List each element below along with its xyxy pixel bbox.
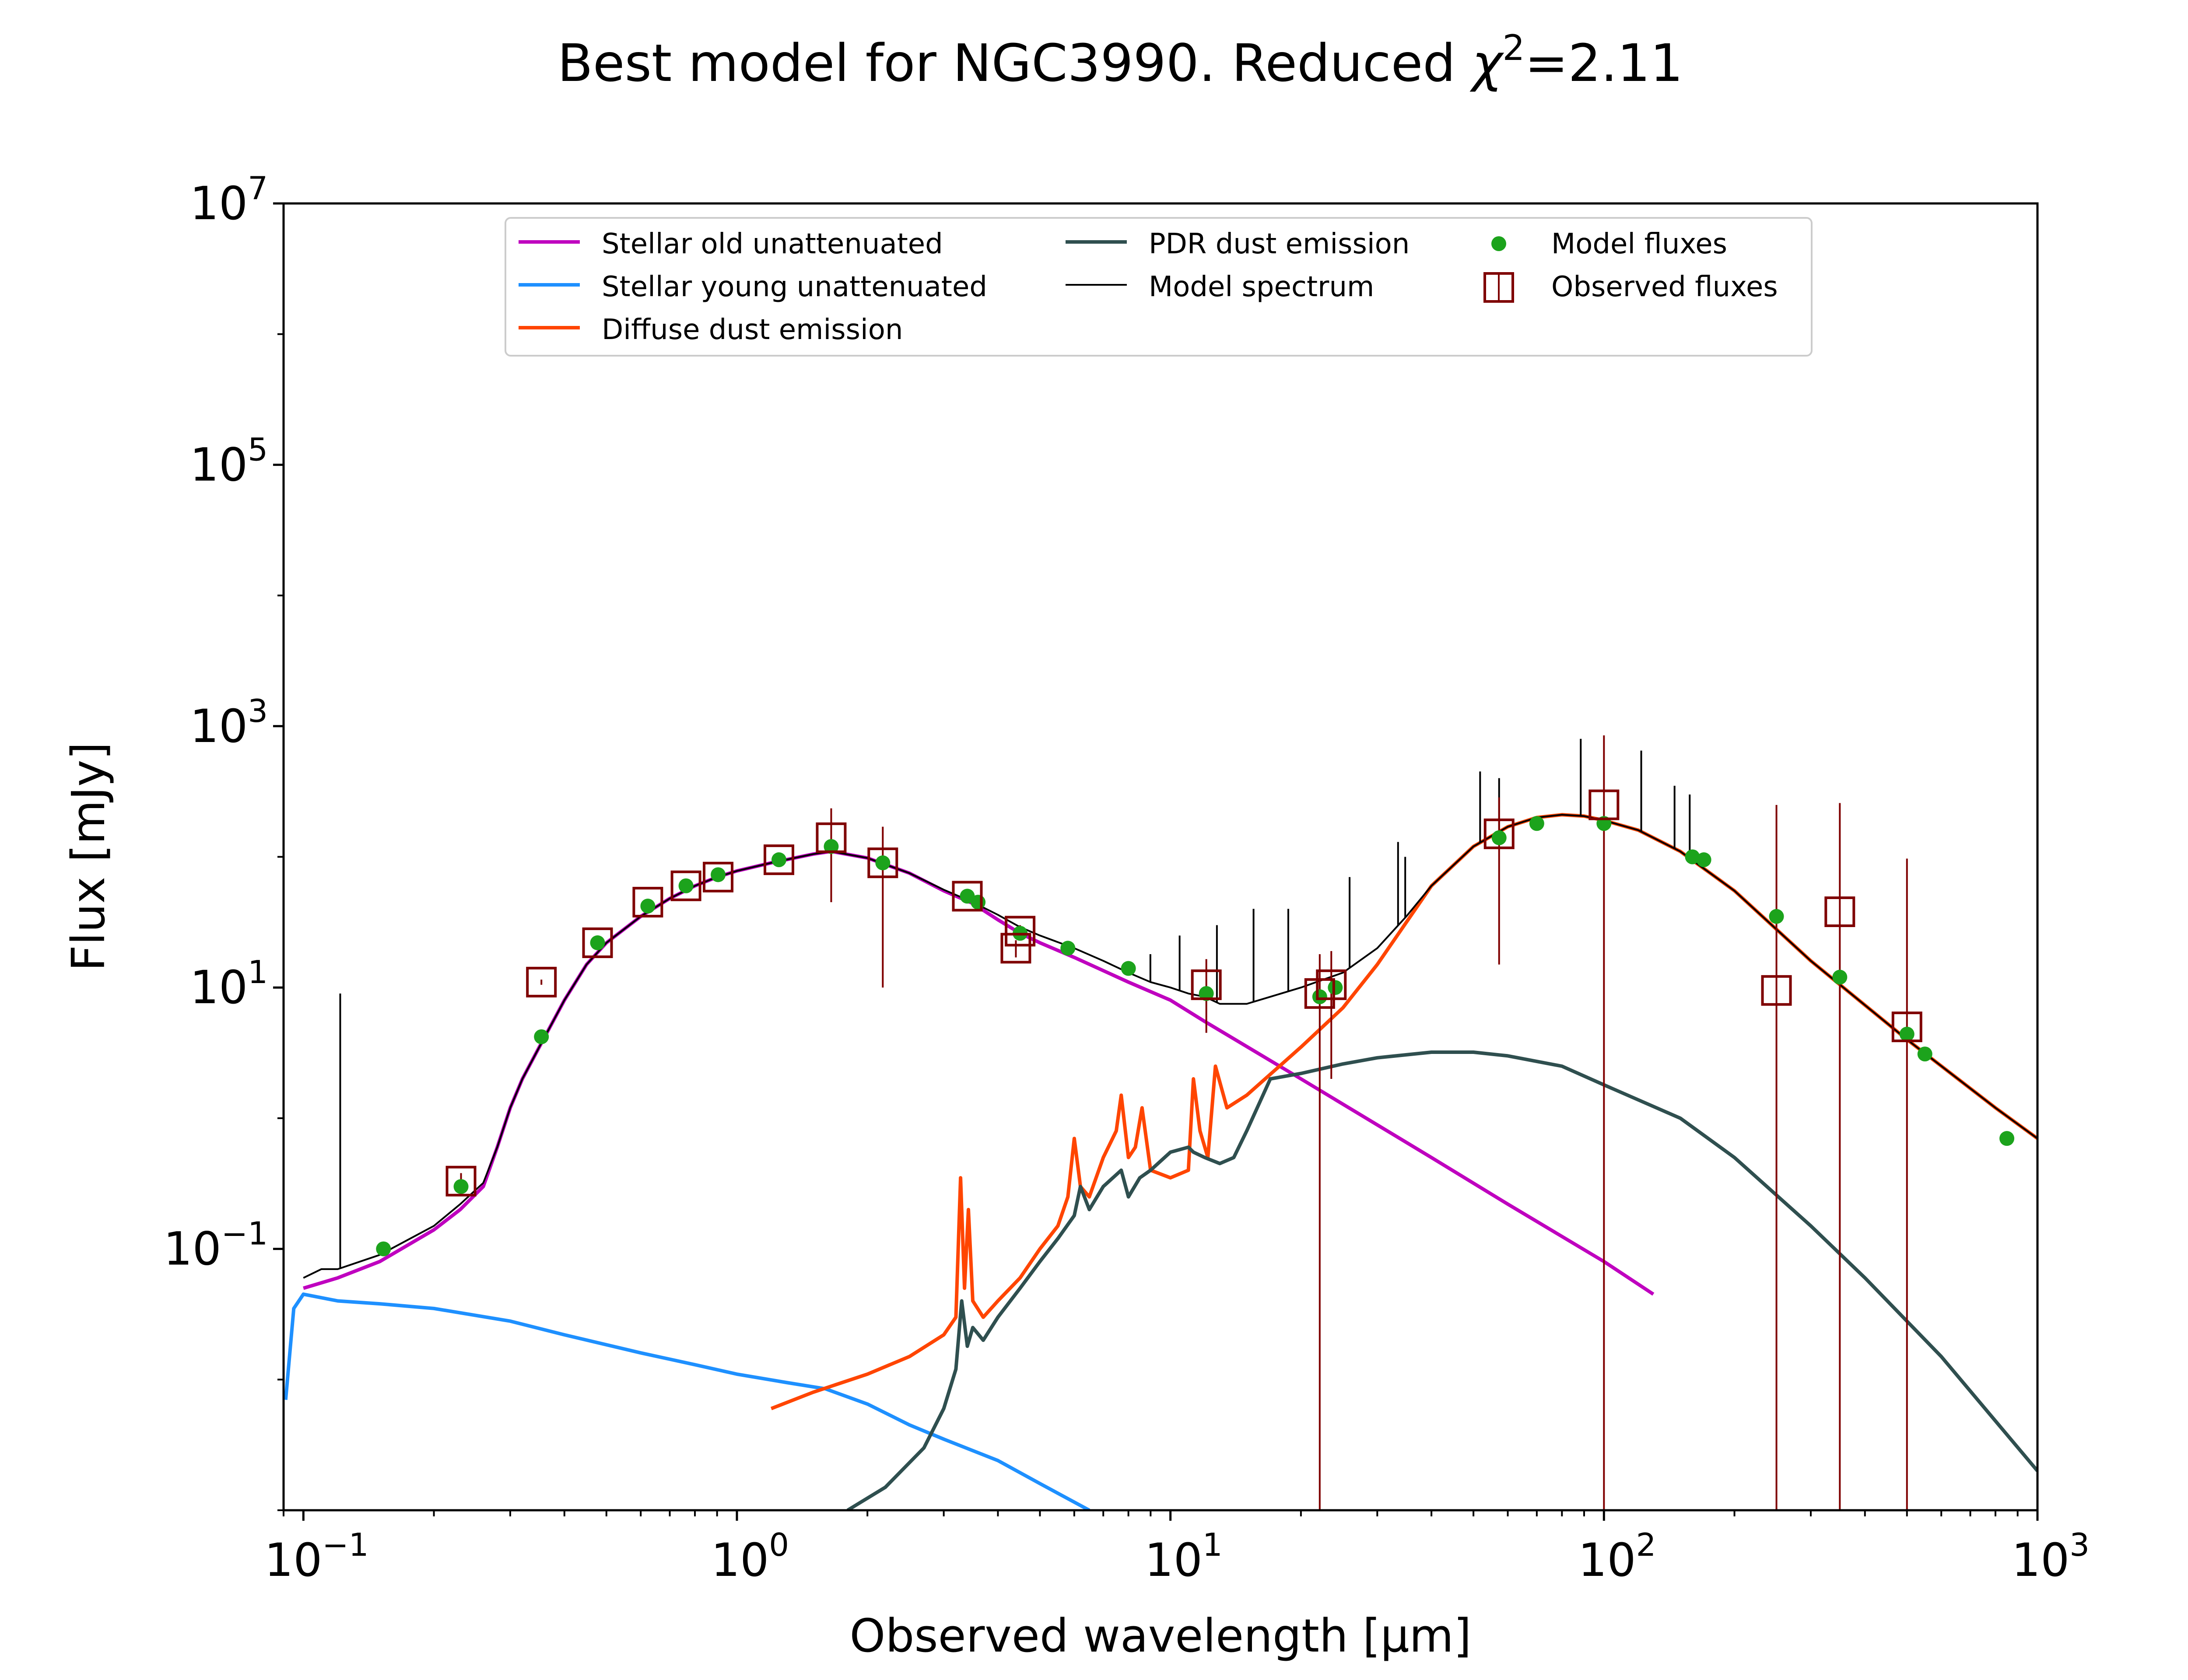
model-flux-point (1832, 970, 1848, 985)
model-flux-point (1917, 1046, 1932, 1062)
x-tick-label: 103 (2012, 1526, 2090, 1587)
title-value: =2.11 (1525, 33, 1683, 93)
observed-flux-point (1588, 789, 1620, 820)
observed-flux-point (1304, 978, 1335, 1009)
model-flux-point (1121, 961, 1136, 976)
model-flux-point (1529, 816, 1544, 831)
model-flux-point (1312, 989, 1327, 1004)
legend-label: Stellar young unattenuated (602, 271, 987, 303)
model-flux-point (590, 935, 605, 950)
model-flux-point (1491, 830, 1507, 845)
y-tick-label: 101 (190, 954, 268, 1014)
legend-item-model-spectrum: Model spectrum (1066, 271, 1374, 303)
series-model-spectrum (303, 814, 2037, 1279)
model-flux-point (376, 1241, 391, 1256)
series-stellar-young-unattenuated (284, 1292, 1090, 1510)
observed-flux-point (582, 927, 613, 958)
legend-label: Model fluxes (1551, 228, 1727, 260)
model-flux-point (875, 855, 891, 871)
legend-item-model-fluxes: Model fluxes (1491, 228, 1727, 260)
y-tick-label: 105 (190, 431, 268, 491)
legend-label: Diffuse dust emission (602, 314, 903, 346)
series-pdr-dust-emission (846, 1050, 2037, 1510)
observed-flux-point (1891, 1012, 1922, 1043)
observed-flux-point (816, 822, 847, 853)
series-stellar-old-unattenuated (303, 850, 1655, 1296)
legend-item-pdr-dust-emission: PDR dust emission (1066, 228, 1410, 260)
model-flux-point (711, 867, 726, 882)
observed-flux-point (764, 844, 795, 875)
observed-flux-point (703, 861, 734, 892)
model-flux-point (1769, 909, 1784, 924)
model-flux-point (1899, 1026, 1914, 1042)
observed-flux-point (1000, 933, 1031, 964)
model-flux-point (453, 1179, 469, 1194)
legend-item-observed-fluxes: Observed fluxes (1483, 271, 1778, 303)
observed-flux-point (867, 847, 898, 878)
legend-label: Model spectrum (1149, 271, 1374, 303)
axis-ticks: 10−1 100 101 102 103 10−1 101 103 105 107 (164, 170, 2090, 1587)
model-flux-point (640, 899, 656, 914)
observed-flux-point (1824, 896, 1855, 928)
legend-item-diffuse-dust-emission: Diffuse dust emission (519, 314, 903, 346)
observed-flux-point (1761, 975, 1792, 1006)
y-tick-label: 10−1 (164, 1215, 268, 1276)
legend-label: Stellar old unattenuated (602, 228, 943, 260)
x-tick-label: 101 (1145, 1526, 1223, 1587)
plot-area (284, 735, 2037, 1510)
axes-frame (282, 202, 2039, 1512)
legend-swatch (1491, 236, 1506, 251)
x-tick-label: 102 (1578, 1526, 1656, 1587)
legend-item-stellar-young-unattenuated: Stellar young unattenuated (519, 271, 987, 303)
title-chi: χ (1469, 33, 1504, 93)
y-tick-label: 103 (190, 693, 268, 753)
model-flux-point (1696, 852, 1711, 868)
y-axis-label: Flux [mJy] (62, 742, 115, 971)
observed-flux-point (526, 966, 557, 998)
model-flux-point (1328, 980, 1343, 995)
legend: Stellar old unattenuated Stellar young un… (505, 217, 1813, 357)
observed-flux-point (670, 870, 701, 901)
title-main: Best model for NGC3990. Reduced (558, 33, 1472, 93)
model-flux-point (1685, 849, 1700, 864)
observed-flux-point (1316, 969, 1347, 1000)
model-flux-point (971, 895, 986, 910)
x-tick-label: 10−1 (264, 1526, 368, 1587)
observed-flux-point (952, 881, 983, 912)
x-axis-label: Observed wavelength [μm] (850, 1609, 1472, 1662)
legend-label: Observed fluxes (1551, 271, 1778, 303)
model-flux-point (1060, 941, 1076, 956)
model-flux-point (771, 852, 787, 868)
model-flux-point (824, 839, 839, 854)
observed-flux-point (1483, 818, 1515, 849)
title-sup: 2 (1503, 28, 1525, 68)
observed-flux-point (1005, 916, 1036, 947)
legend-item-stellar-old-unattenuated: Stellar old unattenuated (519, 228, 943, 260)
model-flux-point (534, 1029, 549, 1044)
observed-flux-point (445, 1166, 477, 1197)
model-flux-point (1199, 986, 1214, 1001)
model-flux-point (678, 878, 694, 893)
observed-flux-point (1191, 969, 1222, 1000)
x-tick-label: 100 (711, 1526, 789, 1587)
legend-label: PDR dust emission (1149, 228, 1410, 260)
y-tick-label: 107 (190, 170, 268, 230)
legend-box (505, 217, 1813, 357)
model-flux-point (1999, 1131, 2015, 1146)
chart-title: Best model for NGC3990. Reduced χ2=2.11 (558, 28, 1683, 93)
observed-flux-point (632, 887, 663, 918)
